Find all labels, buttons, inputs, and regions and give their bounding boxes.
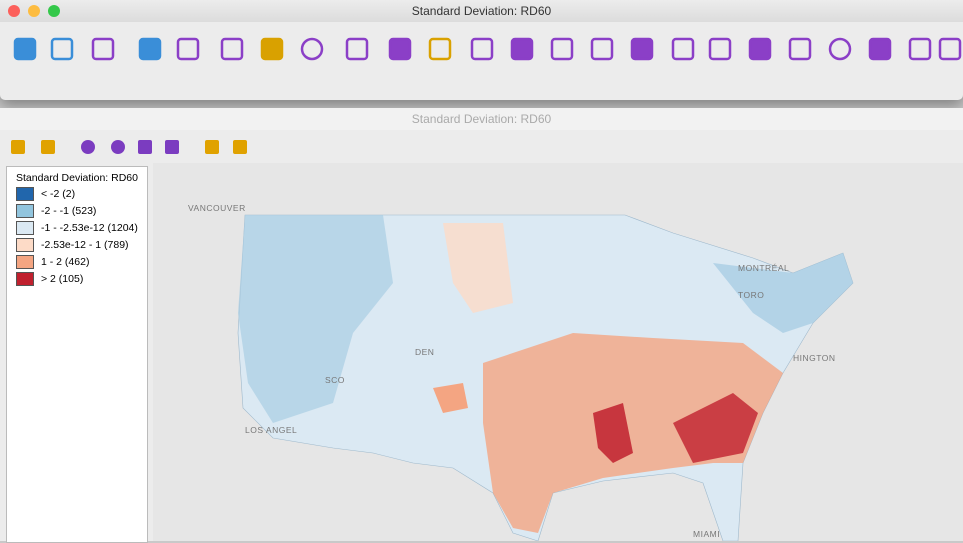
- toolbar-button[interactable]: [81, 140, 95, 154]
- toolbar-button[interactable]: [671, 37, 695, 61]
- legend-panel: Standard Deviation: RD60 < -2 (2) -2 - -1…: [6, 166, 148, 543]
- map-label: DEN: [415, 347, 434, 357]
- window-button[interactable]: [28, 5, 40, 17]
- window-title: Standard Deviation: RD60: [411, 4, 552, 18]
- title-bar: Standard Deviation: RD60: [0, 0, 963, 22]
- map-window: Standard Deviation: RD60 Standard Deviat…: [0, 108, 963, 543]
- map-region: [443, 223, 513, 313]
- legend-label: > 2 (105): [41, 273, 84, 285]
- toolbar-button[interactable]: [138, 140, 152, 154]
- window-title: Standard Deviation: RD60: [411, 112, 552, 126]
- toolbar-button[interactable]: [233, 140, 247, 154]
- legend-item[interactable]: > 2 (105): [16, 272, 147, 286]
- legend-item[interactable]: -2 - -1 (523): [16, 204, 147, 218]
- legend-label: -2.53e-12 - 1 (789): [41, 239, 129, 251]
- map-region: [238, 215, 393, 423]
- toolbar-button[interactable]: [50, 37, 74, 61]
- map-label: TORO: [738, 290, 764, 300]
- toolbar-button[interactable]: [388, 37, 412, 61]
- map-label: LOS ANGEL: [245, 425, 297, 435]
- window-button[interactable]: [48, 5, 60, 17]
- toolbar-button[interactable]: [788, 37, 812, 61]
- legend-label: -1 - -2.53e-12 (1204): [41, 222, 138, 234]
- toolbar-button[interactable]: [550, 37, 574, 61]
- legend-swatch: [16, 272, 34, 286]
- legend-swatch: [16, 238, 34, 252]
- main-window: Standard Deviation: RD60: [0, 0, 963, 100]
- legend-swatch: [16, 204, 34, 218]
- legend-label: -2 - -1 (523): [41, 205, 97, 217]
- toolbar-button[interactable]: [111, 140, 125, 154]
- toolbar-button[interactable]: [41, 140, 55, 154]
- toolbar-button[interactable]: [708, 37, 732, 61]
- toolbar-button[interactable]: [205, 140, 219, 154]
- toolbar-button[interactable]: [11, 140, 25, 154]
- legend-label: 1 - 2 (462): [41, 256, 90, 268]
- map-region: [483, 333, 783, 533]
- toolbar-button[interactable]: [428, 37, 452, 61]
- legend-swatch: [16, 221, 34, 235]
- map-label: MIAMI: [693, 529, 720, 539]
- map-region: [673, 393, 758, 463]
- toolbar-button[interactable]: [260, 37, 284, 61]
- toolbar-button[interactable]: [828, 37, 852, 61]
- legend-swatch: [16, 255, 34, 269]
- window-controls: [8, 5, 60, 17]
- legend-item[interactable]: 1 - 2 (462): [16, 255, 147, 269]
- map-region: [433, 383, 468, 413]
- toolbar-button[interactable]: [220, 37, 244, 61]
- legend-title: Standard Deviation: RD60: [16, 172, 138, 184]
- toolbar-button[interactable]: [590, 37, 614, 61]
- map: VANCOUVER MONTRÉAL TORO HINGTON SCO LOS ANGEL…: [153, 163, 963, 541]
- toolbar-button[interactable]: [13, 37, 37, 61]
- toolbar-button[interactable]: [300, 37, 324, 61]
- title-bar: Standard Deviation: RD60: [0, 108, 963, 130]
- toolbar-button[interactable]: [165, 140, 179, 154]
- toolbar-button[interactable]: [630, 37, 654, 61]
- toolbar-button[interactable]: [91, 37, 115, 61]
- map-region: [713, 253, 853, 333]
- map-label: HINGTON: [793, 353, 836, 363]
- map-label: MONTRÉAL: [738, 263, 789, 273]
- map-region: [593, 403, 633, 463]
- toolbar-button[interactable]: [868, 37, 892, 61]
- toolbar: [13, 37, 962, 61]
- toolbar-button[interactable]: [908, 37, 932, 61]
- toolbar-button[interactable]: [345, 37, 369, 61]
- toolbar-button[interactable]: [748, 37, 772, 61]
- legend-swatch: [16, 187, 34, 201]
- toolbar-button[interactable]: [138, 37, 162, 61]
- toolbar-button[interactable]: [470, 37, 494, 61]
- legend-item[interactable]: -2.53e-12 - 1 (789): [16, 238, 147, 252]
- legend-label: < -2 (2): [41, 188, 76, 200]
- legend-item[interactable]: -1 - -2.53e-12 (1204): [16, 221, 147, 235]
- toolbar-button[interactable]: [176, 37, 200, 61]
- map-toolbar: [11, 140, 247, 154]
- map-label: VANCOUVER: [188, 203, 246, 213]
- toolbar-button[interactable]: [510, 37, 534, 61]
- toolbar-button[interactable]: [938, 37, 962, 61]
- map-label: SCO: [325, 375, 345, 385]
- window-button[interactable]: [8, 5, 20, 17]
- legend-item[interactable]: < -2 (2): [16, 187, 147, 201]
